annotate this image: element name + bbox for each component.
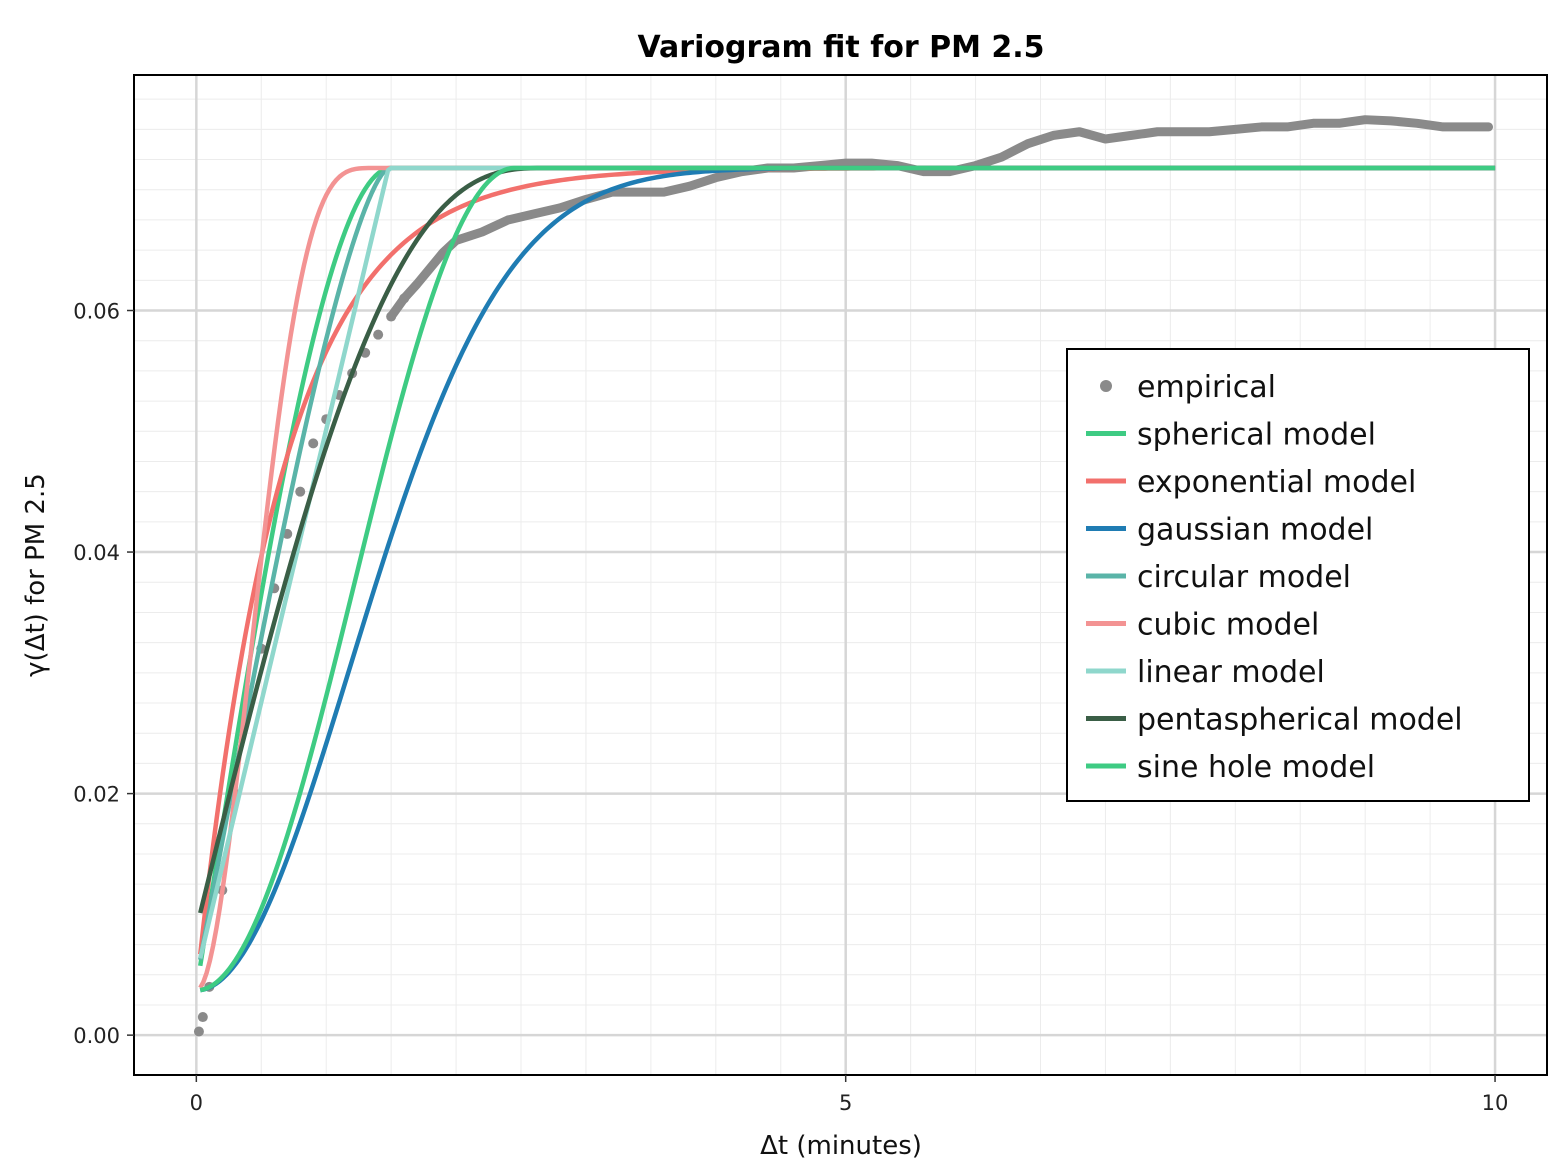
x-axis-label: Δt (minutes) xyxy=(760,1131,922,1161)
y-tick-label: 0.02 xyxy=(73,783,120,807)
legend-label: gaussian model xyxy=(1137,513,1373,548)
sine-hole-model-line xyxy=(199,165,1496,993)
y-tick-label: 0.00 xyxy=(73,1024,120,1048)
legend-items: empirical spherical model exponential mode… xyxy=(1086,370,1463,785)
legend-label: circular model xyxy=(1137,560,1351,595)
empirical-point xyxy=(193,1026,204,1037)
plot-panel-border xyxy=(133,74,1548,1076)
empirical-point xyxy=(399,293,410,304)
legend-label: pentaspherical model xyxy=(1137,703,1463,738)
empirical-point xyxy=(308,438,319,449)
empirical-point xyxy=(197,1012,208,1023)
legend-label: sine hole model xyxy=(1137,750,1375,785)
legend-label: spherical model xyxy=(1137,418,1376,453)
y-tick-label: 0.06 xyxy=(73,300,120,324)
y-axis-label: γ(Δt) for PM 2.5 xyxy=(21,473,51,677)
x-tick-label: 10 xyxy=(1482,1091,1509,1115)
legend: empirical spherical model exponential mode… xyxy=(1066,348,1530,802)
x-tick-label: 0 xyxy=(190,1091,203,1115)
series-layer xyxy=(193,115,1496,1037)
chart-title: Variogram fit for PM 2.5 xyxy=(637,30,1044,65)
legend-label: cubic model xyxy=(1137,608,1319,643)
legend-label: linear model xyxy=(1137,655,1325,690)
legend-box xyxy=(1066,348,1530,802)
legend-label: exponential model xyxy=(1137,465,1416,500)
empirical-point xyxy=(295,486,306,497)
legend-label: empirical xyxy=(1137,370,1276,405)
x-axis-ticks: 0 5 10 xyxy=(190,1075,1509,1115)
x-tick-label: 5 xyxy=(839,1091,852,1115)
empirical-point xyxy=(386,311,397,322)
legend-key-empirical xyxy=(1100,380,1112,392)
empirical-point xyxy=(373,329,384,340)
y-axis-ticks: 0.00 0.02 0.04 0.06 xyxy=(73,300,134,1048)
y-tick-label: 0.04 xyxy=(73,541,120,565)
